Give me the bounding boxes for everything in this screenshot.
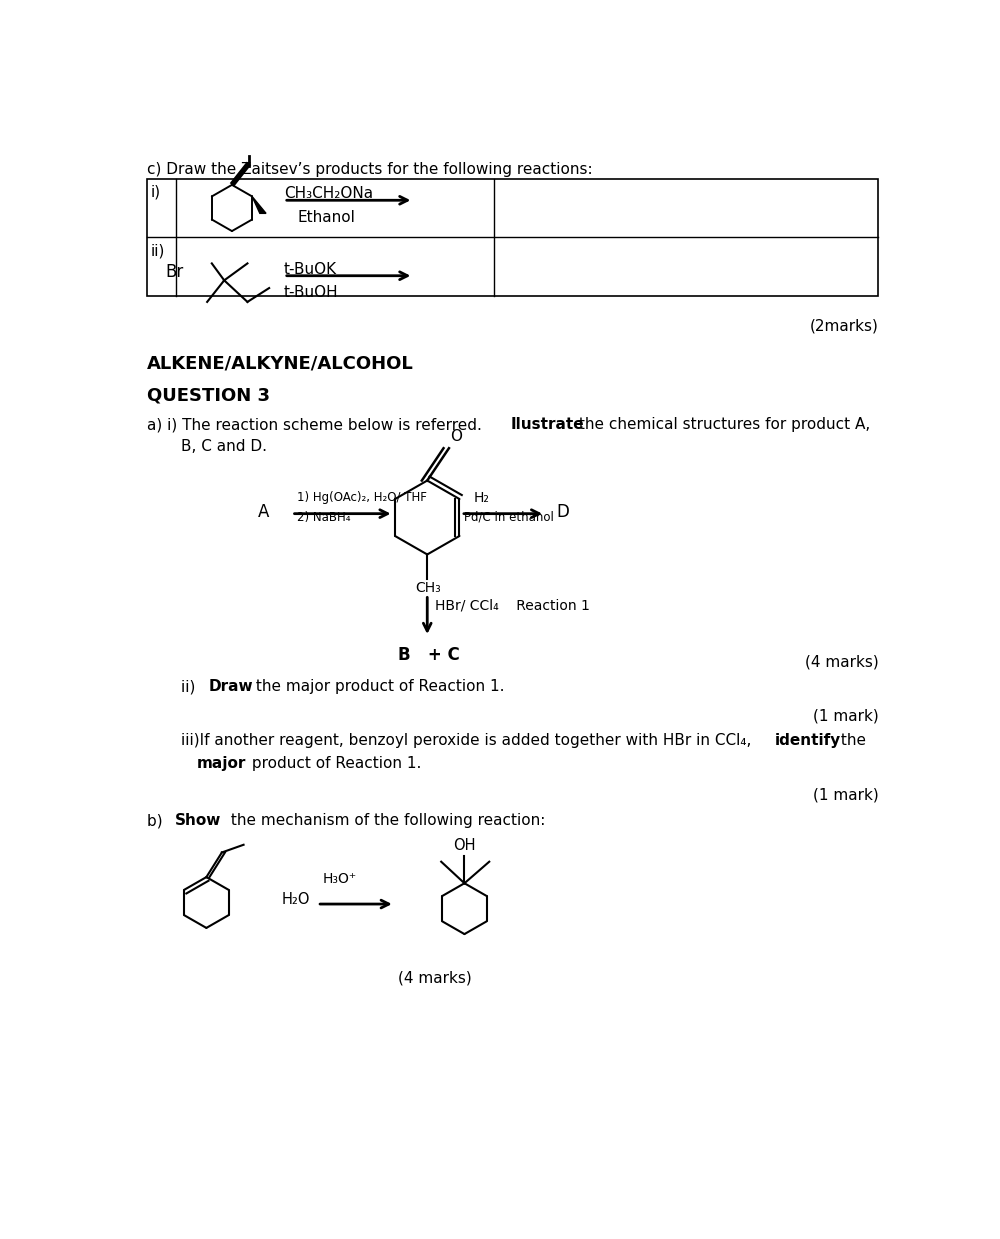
Text: Br: Br <box>165 264 184 281</box>
Text: Draw: Draw <box>209 679 253 694</box>
Polygon shape <box>252 197 266 213</box>
Text: QUESTION 3: QUESTION 3 <box>147 387 270 405</box>
Text: (4 marks): (4 marks) <box>398 970 472 985</box>
Text: CH₃CH₂ONa: CH₃CH₂ONa <box>284 186 373 202</box>
Text: B, C and D.: B, C and D. <box>181 439 267 453</box>
Text: product of Reaction 1.: product of Reaction 1. <box>247 756 422 771</box>
Text: 2) NaBH₄: 2) NaBH₄ <box>297 510 351 524</box>
Text: major: major <box>196 756 246 771</box>
Text: identify: identify <box>774 733 841 748</box>
Text: (4 marks): (4 marks) <box>805 654 878 669</box>
Text: c) Draw the Zaitsev’s products for the following reactions:: c) Draw the Zaitsev’s products for the f… <box>147 162 592 177</box>
Text: H₂: H₂ <box>474 491 490 504</box>
Text: (2marks): (2marks) <box>809 318 878 333</box>
Text: A: A <box>258 503 270 520</box>
Text: the major product of Reaction 1.: the major product of Reaction 1. <box>251 679 504 694</box>
Text: i): i) <box>151 185 161 199</box>
Text: 1) Hg(OAc)₂, H₂O/ THF: 1) Hg(OAc)₂, H₂O/ THF <box>297 491 427 503</box>
Text: (1 mark): (1 mark) <box>813 709 878 724</box>
Text: t-BuOK: t-BuOK <box>284 261 337 276</box>
Text: t-BuOH: t-BuOH <box>284 285 338 300</box>
Bar <box>147 178 878 296</box>
Text: O: O <box>450 429 462 444</box>
Text: Ilustrate: Ilustrate <box>511 418 585 432</box>
Text: OH: OH <box>454 839 476 854</box>
Text: ii): ii) <box>181 679 200 694</box>
Text: Ethanol: Ethanol <box>297 209 355 224</box>
Text: HBr/ CCl₄    Reaction 1: HBr/ CCl₄ Reaction 1 <box>435 598 590 612</box>
Text: b): b) <box>147 813 172 828</box>
Text: Pd/C in ethanol: Pd/C in ethanol <box>464 510 554 524</box>
Text: H₂O: H₂O <box>282 892 310 907</box>
Text: ALKENE/ALKYNE/ALCOHOL: ALKENE/ALKYNE/ALCOHOL <box>147 354 413 372</box>
Text: iii)If another reagent, benzoyl peroxide is added together with HBr in CCl₄,: iii)If another reagent, benzoyl peroxide… <box>181 733 756 748</box>
Text: the chemical structures for product A,: the chemical structures for product A, <box>574 418 871 432</box>
Text: B   + C: B + C <box>398 646 460 664</box>
Text: Show: Show <box>175 813 222 828</box>
Text: CH₃: CH₃ <box>416 581 441 595</box>
Text: the mechanism of the following reaction:: the mechanism of the following reaction: <box>226 813 545 828</box>
Text: (1 mark): (1 mark) <box>813 787 878 802</box>
Text: D: D <box>556 503 569 520</box>
Text: a) i) The reaction scheme below is referred.: a) i) The reaction scheme below is refer… <box>147 418 486 432</box>
Text: ii): ii) <box>151 243 165 259</box>
Text: H₃O⁺: H₃O⁺ <box>323 872 357 886</box>
Text: the: the <box>836 733 866 748</box>
